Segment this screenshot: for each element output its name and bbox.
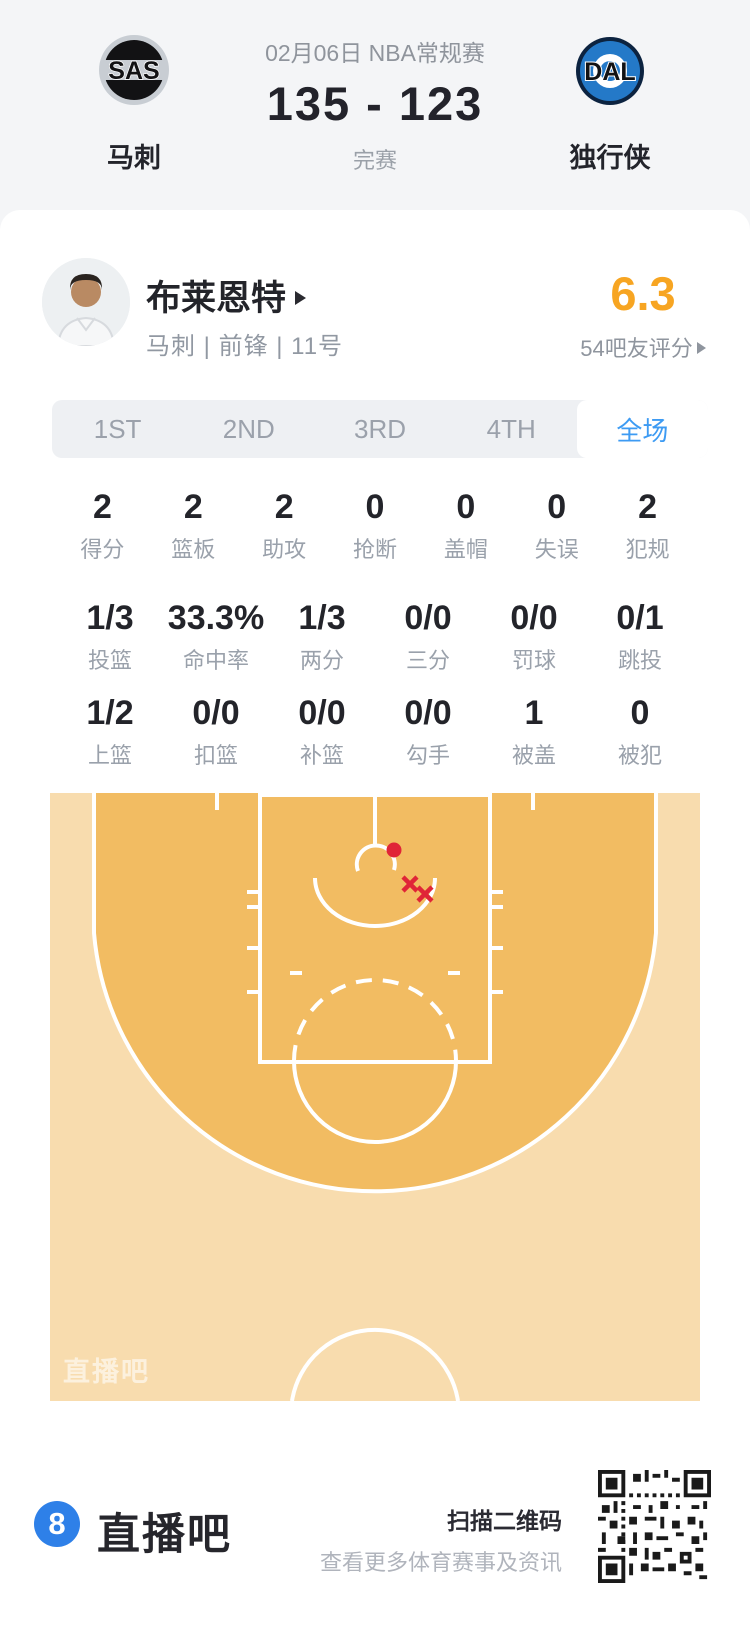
player-name-link[interactable]: 布莱恩特 [146, 270, 307, 321]
stat-ft: 0/0 罚球 [510, 599, 558, 673]
chevron-right-icon [295, 290, 307, 305]
stat-steals: 0 抢断 [353, 488, 398, 562]
quarter-tabbar: 1ST 2ND 3RD 4TH 全场 [52, 400, 709, 458]
chevron-right-icon [696, 342, 706, 354]
player-avatar[interactable] [42, 258, 130, 346]
away-team-abbr: DAL [584, 58, 635, 86]
made-shot-marker [386, 842, 402, 858]
stat-layup: 1/2 上篮 [86, 694, 134, 768]
qr-caption: 扫描二维码 查看更多体育赛事及资讯 [320, 1502, 562, 1577]
rating-votes-label: 54吧友评分 [580, 336, 693, 361]
match-status: 完赛 [352, 148, 397, 173]
player-meta: 马刺 | 前锋 | 11号 [146, 333, 344, 360]
stats-row-shooting: 1/3 投篮 33.3% 命中率 1/3 两分 0/0 三分 0/0 罚球 0/1 跳投 [57, 601, 693, 675]
stats-row-basic: 2 得分 2 篮板 2 助攻 0 抢断 0 盖帽 0 失误 2 犯规 [57, 490, 693, 564]
shot-markers [386, 842, 434, 903]
zhibo8-logo-icon: 8 [34, 1501, 80, 1547]
stat-rebounds: 2 篮板 [171, 488, 216, 562]
match-date: 02月06日 NBA常规赛 [265, 40, 485, 66]
stat-fouled: 0 被犯 [617, 694, 662, 768]
stat-points: 2 得分 [80, 488, 125, 562]
player-rating-link[interactable]: 6.3 54吧友评分 [565, 270, 721, 363]
tab-full-game[interactable]: 全场 [576, 400, 709, 458]
court-watermark: 直播吧 [63, 1357, 150, 1387]
home-team-abbr: SAS [108, 57, 159, 85]
match-summary: 02月06日 NBA常规赛 135 - 123 完赛 [185, 0, 565, 175]
missed-shot-marker [416, 885, 434, 903]
away-team: DAL 独行侠 [535, 37, 685, 175]
stat-hook: 0/0 勾手 [404, 694, 452, 768]
stat-turnovers: 0 失误 [534, 488, 579, 562]
player-photo [42, 258, 130, 346]
player-name: 布莱恩特 [146, 279, 287, 318]
qr-note: 查看更多体育赛事及资讯 [319, 1550, 562, 1575]
stat-fouls: 2 犯规 [625, 488, 670, 562]
brand-name: 直播吧 [97, 1511, 232, 1559]
stats-row-shot-types: 1/2 上篮 0/0 扣篮 0/0 补篮 0/0 勾手 1 被盖 0 被犯 [57, 696, 693, 770]
stat-blocked: 1 被盖 [511, 694, 556, 768]
home-team-logo: SAS [99, 35, 169, 105]
player-stats-card: 布莱恩特 马刺 | 前锋 | 11号 6.3 54吧友评分 1ST 2ND 3R… [0, 210, 750, 1629]
home-team-name: 马刺 [107, 143, 161, 173]
match-header: SAS 马刺 02月06日 NBA常规赛 135 - 123 完赛 DAL 独行… [0, 0, 750, 232]
player-rating: 6.3 [610, 267, 676, 320]
stat-dunk: 0/0 扣篮 [192, 694, 240, 768]
qr-code [598, 1470, 711, 1583]
away-team-name: 独行侠 [569, 143, 651, 173]
tab-4th[interactable]: 4TH [486, 413, 536, 444]
tab-1st[interactable]: 1ST [93, 413, 142, 444]
shot-chart-court: 直播吧 [50, 793, 700, 1401]
stat-3pt: 0/0 三分 [404, 599, 452, 673]
stat-fg-pct: 33.3% 命中率 [167, 599, 265, 673]
away-team-logo: DAL [576, 37, 644, 105]
qr-title: 扫描二维码 [447, 1508, 562, 1534]
stat-blocks: 0 盖帽 [443, 488, 488, 562]
stat-assists: 2 助攻 [262, 488, 307, 562]
tab-3rd[interactable]: 3RD [354, 413, 407, 444]
match-score: 135 - 123 [266, 77, 484, 130]
stat-tipin: 0/0 补篮 [298, 694, 346, 768]
missed-shot-marker [401, 875, 419, 893]
logo-digit: 8 [48, 1506, 66, 1541]
home-team: SAS 马刺 [59, 35, 209, 175]
stat-jumpshot: 0/1 跳投 [616, 599, 664, 673]
stat-fg: 1/3 投篮 [86, 599, 134, 673]
stat-2pt: 1/3 两分 [298, 599, 346, 673]
tab-2nd[interactable]: 2ND [222, 413, 275, 444]
